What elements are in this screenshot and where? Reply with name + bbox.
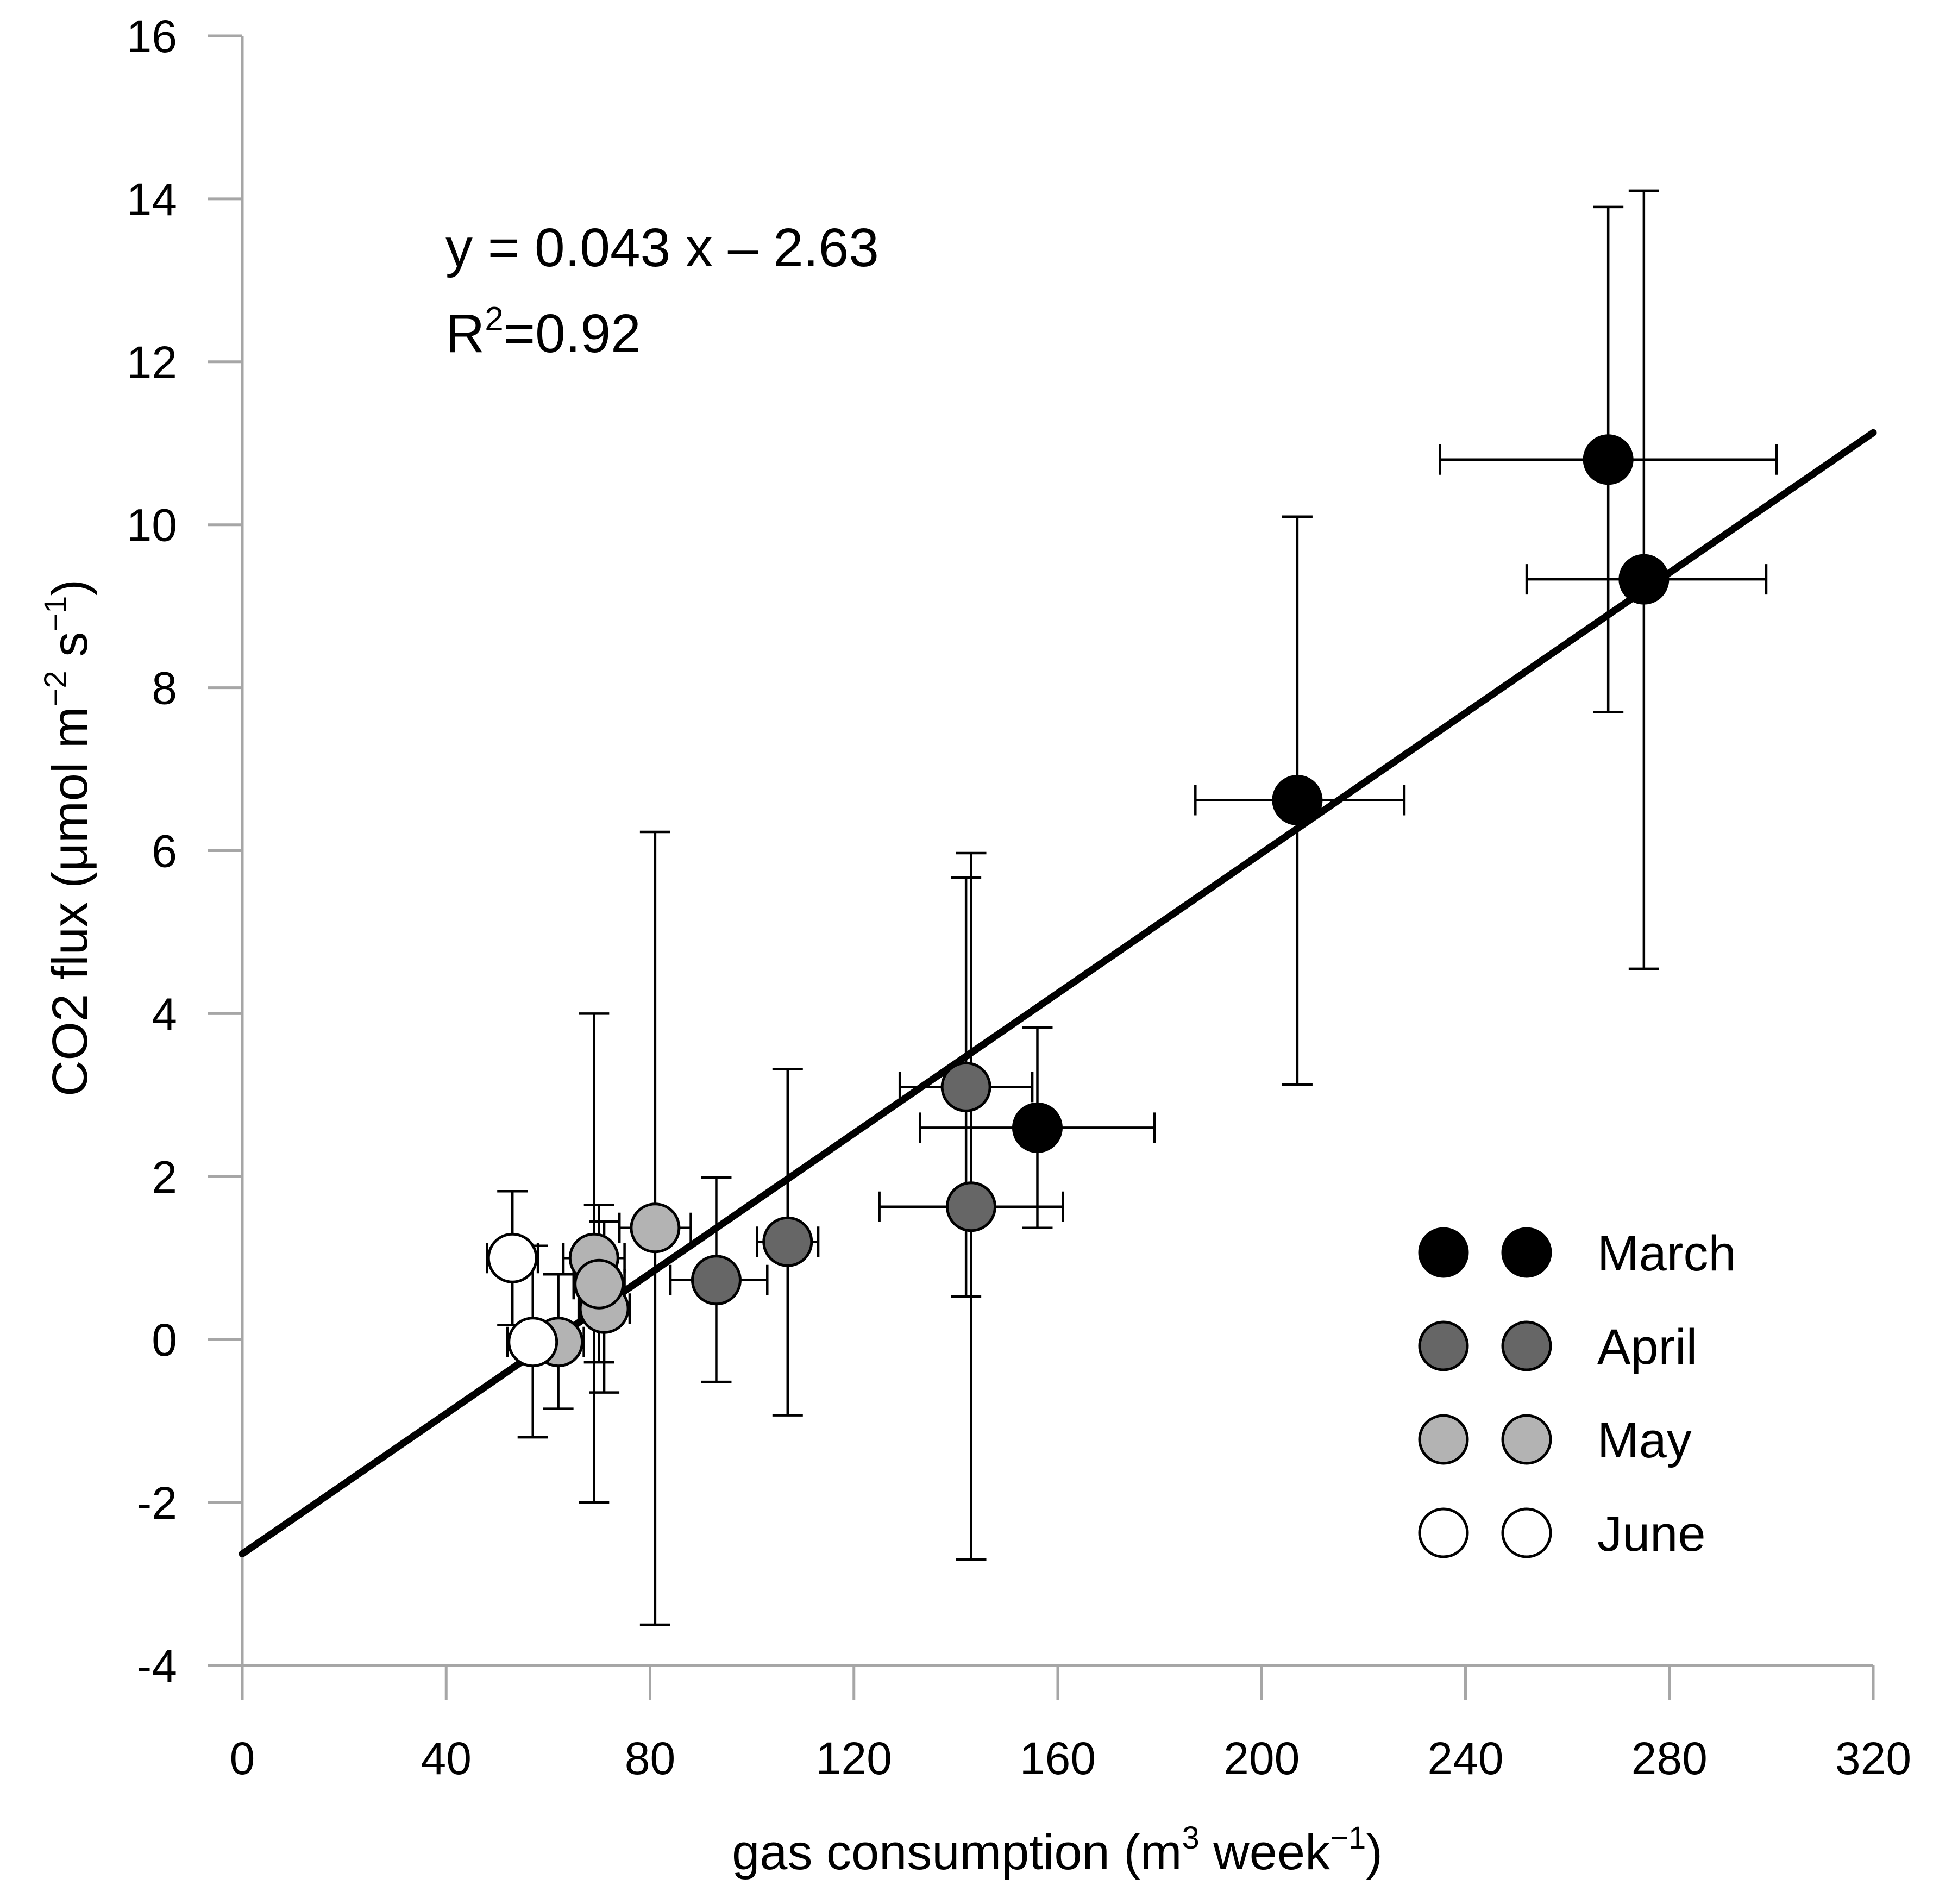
y-tick-label: 8 — [152, 663, 177, 714]
legend-entry-april: April — [1418, 1319, 1697, 1375]
legend: March April May June — [1418, 1226, 1736, 1562]
x-tick-label: 320 — [1835, 1733, 1911, 1784]
x-tick-label: 0 — [230, 1733, 255, 1784]
april-data-point — [691, 1255, 742, 1306]
error-bars — [486, 189, 1778, 1626]
x-tick-label: 200 — [1223, 1733, 1300, 1784]
y-tick-label: 4 — [152, 988, 177, 1039]
y-axis-title: CO2 flux (μmol m−2 s−1) — [38, 579, 98, 1097]
y-axis-title-sup1: −2 — [38, 671, 73, 706]
r-squared-value: =0.92 — [504, 303, 641, 364]
y-axis-ticks: -4 -2 0 2 4 6 8 10 12 14 16 — [127, 11, 242, 1692]
data-points — [487, 434, 1670, 1368]
x-axis-title-end: ) — [1366, 1825, 1383, 1880]
legend-label-april: April — [1597, 1319, 1697, 1375]
april-data-point — [762, 1216, 813, 1267]
legend-marker-june — [1418, 1507, 1469, 1558]
regression-line-group — [239, 429, 1877, 1558]
june-data-point — [487, 1232, 538, 1283]
y-tick-label: 0 — [152, 1314, 177, 1366]
april-data-point — [946, 1181, 997, 1232]
legend-entry-march: March — [1418, 1226, 1736, 1281]
y-tick-label: -4 — [136, 1640, 177, 1692]
legend-marker-june — [1501, 1507, 1552, 1558]
y-tick-label: 14 — [127, 174, 177, 225]
legend-entry-june: June — [1418, 1506, 1706, 1562]
y-axis-title-sup2: −1 — [38, 596, 73, 632]
legend-label-march: March — [1597, 1226, 1736, 1281]
x-axis-title-sup2: −1 — [1330, 1820, 1366, 1856]
x-tick-label: 80 — [625, 1733, 675, 1784]
y-axis-title-end: ) — [42, 579, 98, 596]
may-data-point — [630, 1202, 681, 1254]
may-data-point — [574, 1258, 625, 1310]
legend-marker-may — [1501, 1414, 1552, 1465]
legend-label-may: May — [1597, 1413, 1692, 1468]
y-axis-title-mid: s — [42, 632, 98, 671]
x-axis-title-main: gas consumption (m — [732, 1825, 1182, 1880]
legend-marker-april — [1501, 1320, 1552, 1371]
march-data-point — [1618, 554, 1670, 605]
legend-entry-may: May — [1418, 1413, 1692, 1468]
legend-marker-march — [1418, 1227, 1469, 1278]
x-axis-title: gas consumption (m3 week−1) — [732, 1820, 1383, 1880]
march-data-point — [1272, 775, 1323, 826]
legend-marker-may — [1418, 1414, 1469, 1465]
x-axis-title-mid: week — [1200, 1825, 1330, 1880]
legend-marker-march — [1501, 1227, 1552, 1278]
y-axis-title-main: CO2 flux (μmol m — [42, 706, 98, 1097]
x-tick-label: 40 — [421, 1733, 472, 1784]
r-squared-superscript: 2 — [485, 300, 503, 338]
june-data-point — [507, 1317, 558, 1368]
regression-equation: y = 0.043 x – 2.63 — [445, 217, 879, 278]
legend-marker-april — [1418, 1320, 1469, 1371]
r-squared-prefix: R — [445, 303, 485, 364]
x-tick-label: 120 — [816, 1733, 892, 1784]
april-data-point — [940, 1061, 991, 1112]
x-axis-ticks: 0 40 80 120 160 200 240 280 320 — [230, 1665, 1911, 1784]
y-tick-label: -2 — [136, 1477, 177, 1529]
x-tick-label: 280 — [1631, 1733, 1708, 1784]
y-tick-label: 6 — [152, 826, 177, 877]
x-tick-label: 160 — [1020, 1733, 1096, 1784]
march-data-point — [1583, 434, 1634, 485]
y-tick-label: 2 — [152, 1151, 177, 1202]
x-tick-label: 240 — [1427, 1733, 1503, 1784]
x-axis-title-sup1: 3 — [1182, 1820, 1199, 1856]
march-data-point — [1012, 1102, 1063, 1153]
y-tick-label: 10 — [127, 500, 177, 551]
y-tick-label: 16 — [127, 11, 177, 62]
y-tick-label: 12 — [127, 337, 177, 388]
legend-label-june: June — [1597, 1506, 1706, 1562]
regression-line — [239, 429, 1877, 1558]
r-squared-label: R2=0.92 — [445, 300, 641, 364]
